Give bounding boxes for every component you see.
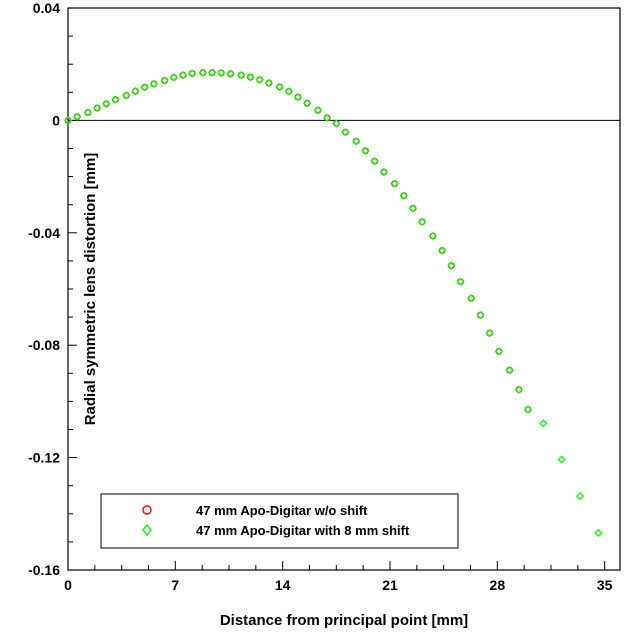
data-point-diamond	[246, 73, 255, 82]
legend-box	[100, 493, 459, 549]
data-point-diamond	[303, 99, 312, 108]
x-tick-label: 14	[275, 577, 291, 593]
data-point-diamond	[428, 231, 438, 241]
data-point-diamond	[514, 385, 523, 394]
data-point-diamond	[111, 95, 120, 104]
x-tick-label: 28	[490, 577, 506, 593]
data-point-diamond	[160, 76, 169, 85]
data-point-diamond	[332, 119, 341, 128]
data-point-diamond	[341, 128, 350, 137]
y-tick-label: -0.12	[28, 450, 60, 466]
data-point-diamond	[323, 113, 332, 122]
data-point-diamond	[438, 246, 447, 255]
data-point-diamond	[178, 71, 188, 80]
data-point-diamond	[456, 277, 465, 286]
data-point-diamond	[149, 79, 158, 88]
data-point-diamond	[83, 108, 93, 117]
data-point-diamond	[557, 455, 566, 464]
legend-marker-circle	[142, 505, 152, 515]
data-point-diamond	[73, 112, 82, 121]
plot-area: 0 7 14 21 28 35 0.04 0 -0.04 -0.08 -0.12 -0.16	[28, 0, 621, 593]
data-point-diamond	[494, 347, 503, 356]
data-point-diamond	[523, 405, 533, 414]
y-axis-ticks: 0.04 0 -0.04 -0.08 -0.12 -0.16	[28, 0, 77, 578]
data-point-diamond	[505, 366, 514, 375]
data-point-diamond	[217, 68, 226, 78]
data-point-diamond	[485, 328, 494, 338]
data-point-diamond	[370, 157, 379, 166]
data-point-diamond	[313, 106, 323, 115]
data-point-diamond	[390, 179, 399, 188]
legend-marker-diamond	[142, 523, 152, 537]
data-point-diamond	[467, 294, 476, 303]
data-point-diamond	[102, 99, 111, 108]
x-axis-title: Distance from principal point [mm]	[220, 612, 468, 629]
data-point-diamond	[476, 311, 485, 320]
legend: 47 mm Apo-Digitar w/o shift 47 mm Apo-Di…	[100, 493, 459, 549]
data-point-diamond	[131, 87, 140, 96]
x-tick-label: 21	[382, 577, 398, 593]
plot-frame	[67, 7, 621, 571]
data-point-diamond	[237, 71, 246, 80]
data-point-diamond	[169, 73, 178, 82]
data-point-diamond	[361, 146, 370, 155]
data-point-diamond	[140, 83, 149, 92]
data-point-diamond	[284, 87, 293, 96]
y-tick-label: -0.04	[28, 225, 60, 241]
y-tick-label: -0.08	[28, 337, 60, 353]
y-tick-label: 0.04	[33, 0, 60, 16]
data-point-diamond	[539, 419, 548, 428]
y-tick-label: -0.16	[28, 562, 60, 578]
series-with-shift	[63, 68, 603, 538]
data-point-diamond	[447, 261, 456, 270]
data-point-diamond	[418, 217, 427, 226]
x-tick-label: 7	[171, 577, 179, 593]
y-axis-title: Radial symmetric lens distortion [mm]	[82, 153, 99, 426]
data-point-diamond	[188, 69, 197, 78]
data-point-diamond	[255, 75, 264, 84]
data-point-diamond	[93, 103, 102, 113]
data-point-diamond	[275, 82, 284, 92]
legend-label-with-shift: 47 mm Apo-Digitar with 8 mm shift	[196, 523, 410, 538]
data-point-diamond	[408, 204, 418, 213]
data-point-diamond	[122, 91, 131, 100]
data-point-diamond	[264, 78, 273, 88]
data-point-diamond	[198, 68, 208, 77]
data-point-diamond	[594, 528, 603, 538]
data-point-diamond	[379, 167, 388, 177]
x-axis-ticks: 0 7 14 21 28 35	[64, 561, 613, 593]
data-point-diamond	[63, 116, 73, 125]
data-point-diamond	[352, 137, 361, 146]
data-series-layer	[63, 68, 603, 538]
data-point-diamond	[399, 191, 408, 200]
data-point-diamond	[226, 69, 235, 78]
data-point-diamond	[208, 68, 217, 77]
legend-label-no-shift: 47 mm Apo-Digitar w/o shift	[196, 503, 368, 518]
data-point-diamond	[576, 491, 585, 501]
y-tick-label: 0	[52, 112, 60, 128]
data-point-diamond	[293, 92, 303, 102]
x-tick-label: 35	[597, 577, 613, 593]
x-tick-label: 0	[64, 577, 72, 593]
